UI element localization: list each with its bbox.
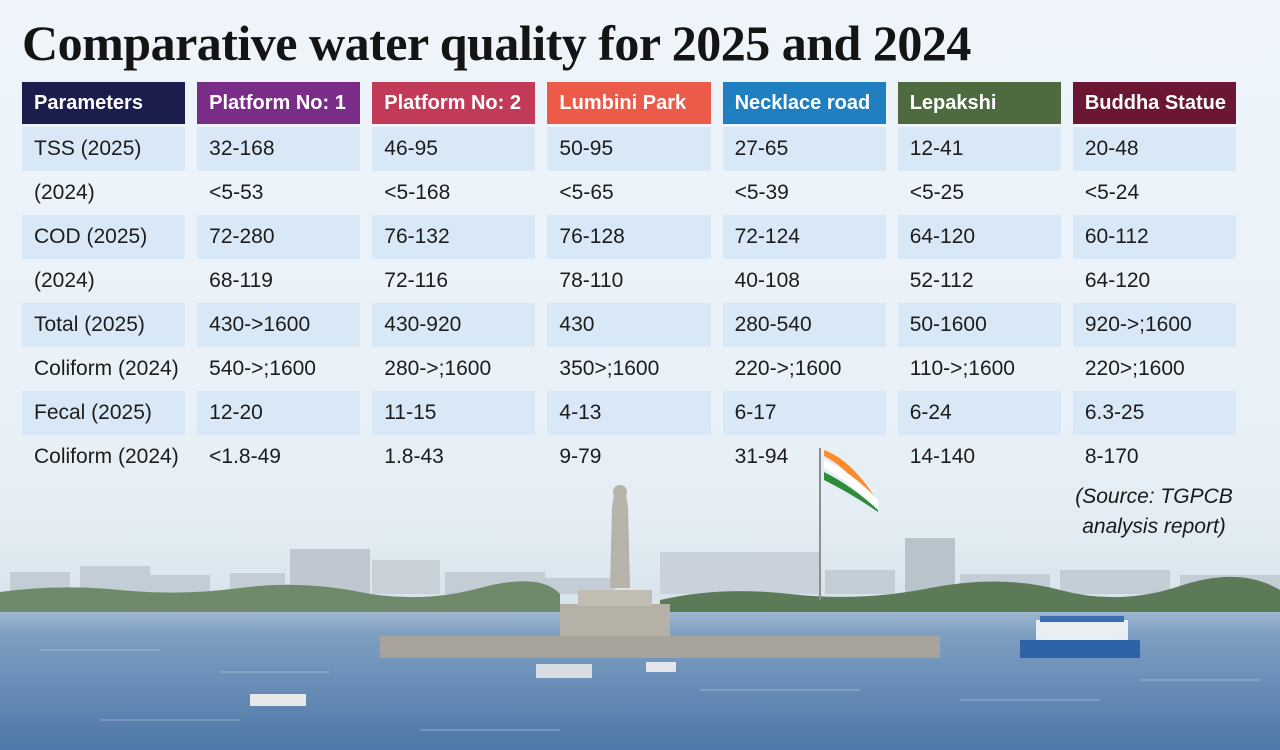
buddha-statue-island bbox=[380, 485, 940, 658]
table-cell: 64-120 bbox=[897, 215, 1061, 259]
table-cell: 50-95 bbox=[547, 127, 711, 171]
table-cell: 430->1600 bbox=[197, 303, 361, 347]
table-cell: (2024) bbox=[34, 181, 95, 204]
national-flag bbox=[819, 448, 878, 600]
table-cell: 50-1600 bbox=[897, 303, 1061, 347]
column-header: Parameters bbox=[22, 82, 186, 127]
table-cell: 12-41 bbox=[897, 127, 1061, 171]
column-header: Platform No: 2 bbox=[372, 82, 536, 127]
water-ripples bbox=[40, 649, 1260, 731]
table-cell: 920->;1600 bbox=[1072, 303, 1236, 347]
table-cell: TSS (2025) bbox=[22, 127, 186, 171]
small-boat bbox=[646, 662, 676, 672]
table-header-row: Parameters Platform No: 1 Platform No: 2… bbox=[22, 82, 1236, 127]
table-cell: 76-132 bbox=[372, 215, 536, 259]
table-cell: <5-25 bbox=[909, 181, 964, 204]
table-cell: 280-540 bbox=[722, 303, 886, 347]
water-quality-table: Parameters Platform No: 1 Platform No: 2… bbox=[10, 82, 1248, 479]
table-cell: Coliform (2024) bbox=[34, 445, 179, 468]
table-cell: 11-15 bbox=[372, 391, 536, 435]
page-title: Comparative water quality for 2025 and 2… bbox=[22, 15, 971, 71]
table-cell: 64-120 bbox=[1084, 269, 1151, 292]
table-row: TSS (2025) 32-168 46-95 50-95 27-65 12-4… bbox=[22, 127, 1236, 171]
table-cell: 540->;1600 bbox=[209, 357, 316, 380]
table-cell: 78-110 bbox=[559, 269, 624, 292]
table-row: Total (2025) 430->1600 430-920 430 280-5… bbox=[22, 303, 1236, 347]
table-row: (2024) 68-119 72-116 78-110 40-108 52-11… bbox=[22, 259, 1236, 303]
source-note: (Source: TGPCB analysis report) bbox=[1068, 482, 1240, 542]
column-header: Platform No: 1 bbox=[197, 82, 361, 127]
table-cell: 6.3-25 bbox=[1072, 391, 1236, 435]
table-cell: 60-112 bbox=[1072, 215, 1236, 259]
table-cell: 350>;1600 bbox=[559, 357, 660, 380]
table-cell: <5-168 bbox=[384, 181, 451, 204]
table-cell: 6-24 bbox=[897, 391, 1061, 435]
table-cell: <1.8-49 bbox=[209, 445, 281, 468]
table-cell: Coliform (2024) bbox=[34, 357, 179, 380]
table-cell: Fecal (2025) bbox=[22, 391, 186, 435]
column-header: Lepakshi bbox=[897, 82, 1061, 127]
column-header: Necklace road bbox=[722, 82, 886, 127]
speed-boat bbox=[250, 694, 306, 706]
table-cell: 220>;1600 bbox=[1084, 357, 1185, 380]
table-cell: <5-24 bbox=[1084, 181, 1140, 204]
table-cell: 76-128 bbox=[547, 215, 711, 259]
column-header: Lumbini Park bbox=[547, 82, 711, 127]
source-line-1: (Source: TGPCB bbox=[1075, 485, 1233, 508]
table-cell: 8-170 bbox=[1084, 445, 1139, 468]
table-cell: 6-17 bbox=[722, 391, 886, 435]
table-cell: 20-48 bbox=[1072, 127, 1236, 171]
table-cell: <5-39 bbox=[734, 181, 789, 204]
table-cell: 430-920 bbox=[372, 303, 536, 347]
table-cell: <5-65 bbox=[559, 181, 614, 204]
table-cell: 220->;1600 bbox=[734, 357, 842, 380]
tree-line bbox=[0, 581, 560, 612]
table-cell: 52-112 bbox=[909, 269, 974, 292]
table-cell: 430 bbox=[547, 303, 711, 347]
table-cell: 27-65 bbox=[722, 127, 886, 171]
table-cell: 32-168 bbox=[197, 127, 361, 171]
table-cell: 4-13 bbox=[547, 391, 711, 435]
table-row: COD (2025) 72-280 76-132 76-128 72-124 6… bbox=[22, 215, 1236, 259]
table-cell: 280->;1600 bbox=[384, 357, 492, 380]
table-cell: 72-116 bbox=[384, 269, 449, 292]
table-row: (2024) <5-53 <5-168 <5-65 <5-39 <5-25 <5… bbox=[22, 171, 1236, 215]
table-cell: 9-79 bbox=[559, 445, 602, 468]
table-cell: 14-140 bbox=[909, 445, 976, 468]
table-cell: 72-124 bbox=[722, 215, 886, 259]
tour-boat bbox=[1020, 616, 1140, 658]
source-line-2: analysis report) bbox=[1082, 515, 1226, 538]
small-boat bbox=[536, 664, 592, 678]
table-cell: 31-94 bbox=[734, 445, 789, 468]
table-cell: 72-280 bbox=[197, 215, 361, 259]
table-cell: 46-95 bbox=[372, 127, 536, 171]
table-cell: Total (2025) bbox=[22, 303, 186, 347]
table-cell: (2024) bbox=[34, 269, 95, 292]
table-cell: 110->;1600 bbox=[909, 357, 1015, 380]
table-cell: 1.8-43 bbox=[384, 445, 444, 468]
column-header: Buddha Statue bbox=[1072, 82, 1236, 127]
table-cell: <5-53 bbox=[209, 181, 264, 204]
table-cell: 12-20 bbox=[197, 391, 361, 435]
table-cell: 40-108 bbox=[734, 269, 800, 292]
table-cell: 68-119 bbox=[209, 269, 273, 292]
table-cell: COD (2025) bbox=[22, 215, 186, 259]
table-row: Coliform (2024) <1.8-49 1.8-43 9-79 31-9… bbox=[22, 435, 1236, 479]
table-row: Fecal (2025) 12-20 11-15 4-13 6-17 6-24 … bbox=[22, 391, 1236, 435]
table-row: Coliform (2024) 540->;1600 280->;1600 35… bbox=[22, 347, 1236, 391]
